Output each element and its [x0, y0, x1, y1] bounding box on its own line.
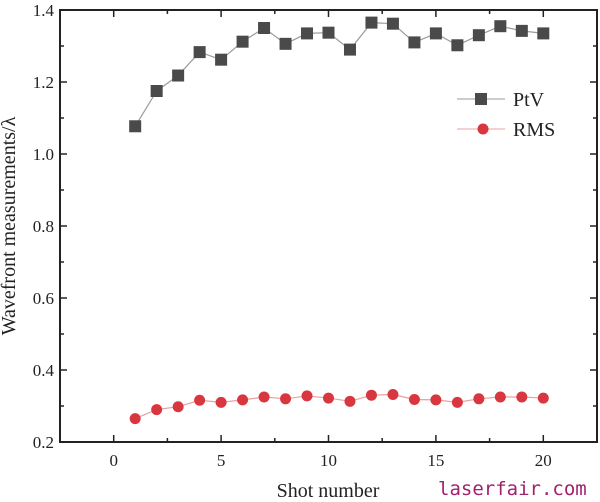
data-point-rms	[280, 393, 292, 405]
data-point-ptv	[429, 27, 442, 40]
plot-frame	[59, 9, 598, 443]
data-point-ptv	[537, 27, 550, 40]
legend-marker-ptv	[475, 93, 487, 105]
legend: PtV RMS	[457, 89, 555, 141]
data-point-ptv	[515, 24, 528, 37]
data-point-rms	[516, 391, 528, 403]
y-axis-label: Wavefront measurements/λ	[0, 116, 20, 335]
data-point-rms	[494, 391, 506, 403]
data-point-rms	[151, 404, 163, 416]
x-tick-label: 10	[320, 451, 337, 470]
data-point-ptv	[386, 17, 399, 30]
data-point-ptv	[451, 39, 464, 52]
data-point-rms	[215, 396, 227, 408]
y-tick-label: 1.4	[33, 1, 55, 20]
data-point-ptv	[236, 35, 249, 48]
x-axis-label: Shot number	[277, 480, 380, 502]
data-point-rms	[172, 401, 184, 413]
data-point-ptv	[365, 16, 378, 29]
data-point-rms	[451, 396, 463, 408]
data-point-rms	[323, 392, 334, 404]
data-point-rms	[258, 391, 270, 403]
data-point-ptv	[494, 20, 507, 33]
legend-label-ptv: PtV	[513, 89, 545, 111]
data-point-rms	[537, 392, 549, 404]
data-point-ptv	[408, 36, 421, 49]
data-point-ptv	[150, 85, 163, 97]
data-point-rms	[194, 394, 206, 406]
data-point-rms	[408, 394, 420, 406]
data-point-ptv	[193, 46, 206, 59]
x-tick-label: 5	[217, 451, 226, 470]
y-tick-label: 0.6	[33, 289, 54, 308]
data-point-ptv	[129, 120, 142, 133]
data-point-rms	[387, 388, 399, 400]
data-point-rms	[365, 389, 377, 401]
legend-label-rms: RMS	[513, 119, 555, 141]
watermark: laserfair.com	[438, 478, 587, 500]
x-tick-label: 20	[535, 451, 552, 470]
data-point-rms	[430, 394, 442, 406]
data-point-ptv	[215, 53, 228, 66]
data-point-rms	[301, 390, 313, 402]
data-point-rms	[473, 393, 485, 405]
data-point-ptv	[472, 29, 485, 42]
y-tick-label: 1.0	[33, 145, 54, 164]
data-point-rms	[237, 394, 249, 406]
y-tick-label: 1.2	[33, 73, 54, 92]
y-tick-label: 0.4	[33, 361, 55, 380]
data-point-ptv	[322, 26, 335, 39]
y-tick-label: 0.2	[33, 433, 54, 452]
data-point-ptv	[279, 37, 292, 50]
data-point-rms	[129, 413, 141, 425]
x-tick-label: 0	[109, 451, 118, 470]
data-point-ptv	[301, 27, 314, 40]
legend-marker-rms	[477, 123, 489, 135]
data-point-rms	[344, 395, 356, 407]
data-point-ptv	[343, 43, 356, 56]
x-tick-label: 15	[427, 451, 444, 470]
y-tick-label: 0.8	[33, 217, 54, 236]
data-point-ptv	[258, 22, 271, 34]
data-point-ptv	[172, 69, 185, 82]
